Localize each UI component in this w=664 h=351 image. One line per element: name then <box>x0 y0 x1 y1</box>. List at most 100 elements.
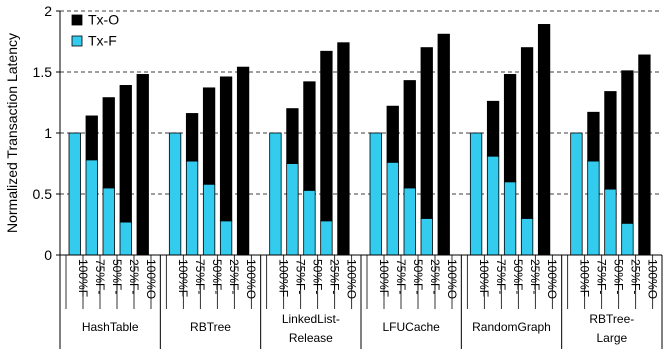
bar-label-g4-b4: 100%O <box>545 259 559 299</box>
bar-label-g2-b0: 100%F <box>276 259 290 297</box>
group-label-4-0: RandomGraph <box>472 320 551 334</box>
bar-txf-g1-b3 <box>219 220 233 256</box>
bar-label-g0-b0: 100%F <box>76 259 90 297</box>
bar-txo-g1-b1 <box>185 113 199 162</box>
bar-label-g5-b2: 50%F- <box>611 259 625 294</box>
bar-txo-g0-b2 <box>102 97 115 189</box>
bar-txo-g5-b1 <box>587 111 600 162</box>
x-group-labels: HashTable RBTree LinkedList- Release LFUCach… <box>82 312 634 345</box>
bar-txo-g0-b3 <box>119 85 132 223</box>
legend-label-tx-o: Tx-O <box>88 12 119 28</box>
bar-label-g5-b4: 100%O <box>645 259 659 299</box>
bar-txf-g1-b1 <box>185 160 199 256</box>
bar-label-g4-b0: 100%F <box>477 259 491 297</box>
bar-label-g3-b0: 100%F <box>377 259 391 297</box>
bar-txf-g3-b1 <box>386 161 399 256</box>
bar-txo-g4-b3 <box>520 47 534 219</box>
bar-txf-g0-b1 <box>85 159 98 256</box>
bar-txo-g2-b1 <box>286 108 299 164</box>
bar-txo-g3-b3 <box>420 47 433 219</box>
bar-txf-g0-b0 <box>68 132 81 256</box>
bar-txf-g1-b2 <box>202 183 216 256</box>
group-label-2-0: LinkedList- <box>282 312 340 326</box>
bar-label-g0-b3: 25%F- <box>127 259 141 294</box>
bar-txo-g1-b4 <box>236 66 250 256</box>
bar-txf-g2-b1 <box>286 163 299 256</box>
bar-label-g0-b1: 75%F- <box>93 259 107 294</box>
bar-label-g4-b2: 50%F- <box>511 259 525 294</box>
bar-txf-g2-b3 <box>320 220 333 256</box>
y-tick-label-3: 1.5 <box>33 64 53 80</box>
y-tick-labels: 0 0.5 1 1.5 2 <box>33 3 53 263</box>
group-label-3-0: LFUCache <box>382 320 440 334</box>
legend-label-tx-f: Tx-F <box>88 33 117 49</box>
y-tick-label-2: 1 <box>44 125 52 141</box>
legend-swatch-tx-f <box>71 35 83 47</box>
bar-txo-g5-b2 <box>604 91 617 190</box>
bar-label-g3-b4: 100%O <box>445 259 459 299</box>
gridlines <box>60 10 662 195</box>
bar-txo-g0-b1 <box>85 115 98 161</box>
bar-txo-g4-b1 <box>486 100 500 157</box>
bars <box>68 24 651 256</box>
bar-txo-g0-b4 <box>136 74 149 256</box>
bar-txf-g4-b3 <box>520 217 534 256</box>
y-tick-label-0: 0 <box>44 247 52 263</box>
bar-txf-g2-b2 <box>303 189 316 256</box>
bar-txf-g3-b2 <box>403 187 416 256</box>
bar-txf-g0-b3 <box>119 221 132 256</box>
bar-txf-g4-b1 <box>486 155 500 256</box>
bar-label-g4-b3: 25%F- <box>528 259 542 294</box>
y-tick-label-1: 0.5 <box>33 186 53 202</box>
bar-txo-g2-b3 <box>320 50 333 222</box>
group-label-5-1: Large <box>596 331 627 345</box>
bar-txf-g3-b0 <box>369 132 382 256</box>
legend: Tx-O Tx-F <box>71 12 119 49</box>
bar-txf-g3-b3 <box>420 217 433 256</box>
bar-label-g5-b1: 75%F- <box>594 259 608 294</box>
bar-txo-g4-b2 <box>503 74 517 183</box>
bar-label-g5-b0: 100%F <box>577 259 591 297</box>
bar-txo-g5-b3 <box>621 70 634 224</box>
bar-txo-g4-b4 <box>537 24 551 256</box>
group-label-2-1: Release <box>289 331 333 345</box>
axes <box>56 10 663 349</box>
bar-txf-g4-b0 <box>469 132 483 256</box>
bar-txf-g1-b0 <box>168 132 182 256</box>
bar-txo-g5-b4 <box>638 54 651 256</box>
bar-txo-g3-b2 <box>403 80 416 189</box>
bar-label-g2-b3: 25%F- <box>327 259 341 294</box>
bar-label-g3-b2: 50%F- <box>411 259 425 294</box>
bar-label-g2-b1: 75%F- <box>293 259 307 294</box>
bar-label-g1-b4: 100%O <box>244 259 258 299</box>
bar-label-g1-b1: 75%F- <box>193 259 207 294</box>
x-bar-labels: 100%F 75%F- 50%F- 25%F- 100%O 100%F 75%F- 50%F-… <box>76 259 660 299</box>
bar-label-g3-b3: 25%F- <box>428 259 442 294</box>
bar-txo-g3-b4 <box>437 33 450 256</box>
bar-label-g3-b1: 75%F- <box>394 259 408 294</box>
bar-txf-g0-b2 <box>102 187 115 256</box>
bar-label-g5-b3: 25%F- <box>628 259 642 294</box>
bar-label-g1-b2: 50%F- <box>210 259 224 294</box>
bar-txf-g5-b1 <box>587 160 600 256</box>
bar-txo-g2-b2 <box>303 81 316 191</box>
y-tick-label-4: 2 <box>44 3 52 19</box>
bar-label-g1-b0: 100%F <box>176 259 190 297</box>
group-label-1-0: RBTree <box>190 320 231 334</box>
bar-label-g2-b4: 100%O <box>344 259 358 299</box>
bar-label-g0-b2: 50%F- <box>110 259 124 294</box>
bar-txo-g1-b3 <box>219 76 233 222</box>
bar-txf-g4-b2 <box>503 181 517 256</box>
y-axis-label: Normalized Transaction Latency <box>4 33 20 233</box>
bar-txo-g3-b1 <box>386 105 399 163</box>
bar-txf-g5-b2 <box>604 188 617 256</box>
bar-label-g1-b3: 25%F- <box>227 259 241 294</box>
bar-txo-g1-b2 <box>202 87 216 185</box>
bar-txf-g5-b0 <box>570 132 583 256</box>
legend-swatch-tx-o <box>71 14 83 26</box>
bar-label-g4-b1: 75%F- <box>494 259 508 294</box>
bar-label-g2-b2: 50%F- <box>310 259 324 294</box>
bar-label-g0-b4: 100%O <box>144 259 158 299</box>
bar-txf-g2-b0 <box>269 132 282 256</box>
